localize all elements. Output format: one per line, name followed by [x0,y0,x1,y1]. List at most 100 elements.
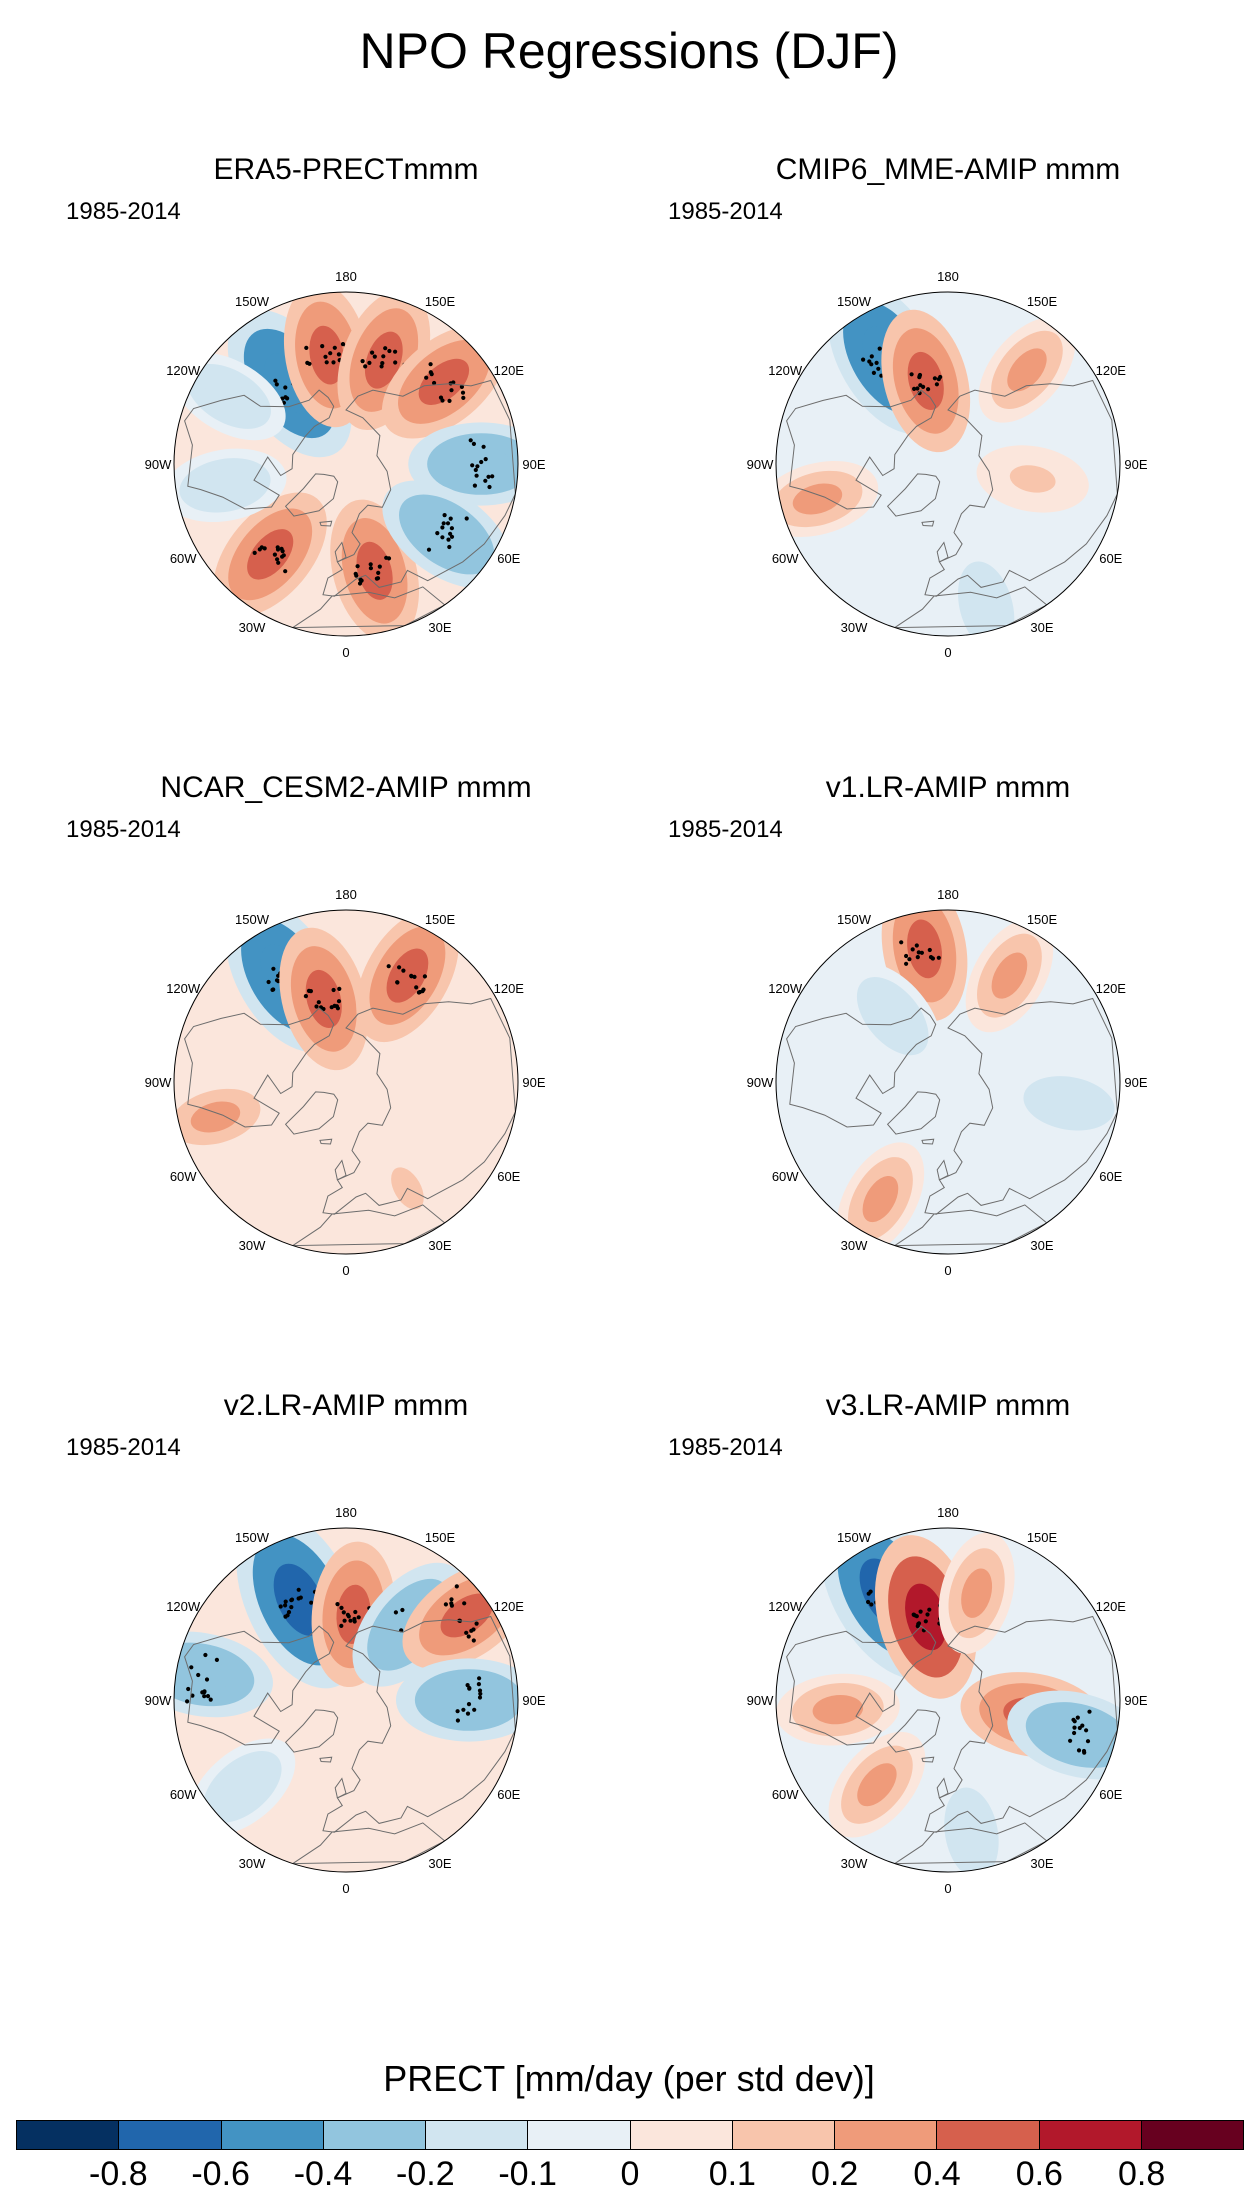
significance-dot [353,1609,358,1615]
longitude-label: 90W [145,457,172,472]
anomaly-core [792,483,843,515]
significance-dot [336,352,341,357]
longitude-label: 0 [944,1263,951,1278]
map-panel-6: v3.LR-AMIP mmm 1985-2014 180 150E 120E 90E 6… [668,1388,1228,1948]
significance-dot [358,577,363,582]
coastline [334,1159,347,1181]
significance-dot [334,1004,339,1009]
anomaly-core [439,1683,499,1717]
longitude-label: 120E [494,363,525,378]
colorbar-swatch [937,2121,1040,2149]
longitude-label: 30W [239,620,266,635]
significance-dot [276,560,281,565]
significance-dot [401,968,406,973]
colorbar-swatch [1039,2121,1142,2149]
significance-dot [428,362,433,367]
longitude-label: 120E [1096,981,1127,996]
significance-dot [329,1005,334,1010]
significance-dot [923,1619,928,1624]
significance-dot [314,1004,319,1009]
colorbar-swatch [17,2121,120,2149]
significance-dot [196,1672,201,1678]
significance-dot [202,1694,207,1699]
map-border [775,1527,1121,1873]
longitude-label: 120W [166,981,201,996]
longitude-label: 30E [1030,620,1053,635]
significance-dot [316,1000,321,1005]
longitude-label: 0 [342,645,349,660]
significance-dot [286,1610,292,1615]
significance-dot [461,1707,466,1712]
significance-dot [186,1686,191,1692]
significance-dot [448,516,453,521]
significance-dot [918,383,923,388]
significance-dot [877,346,882,351]
significance-dot [460,390,466,395]
significance-dot [307,361,312,366]
significance-dot [420,989,425,994]
significance-dot [472,1707,477,1712]
longitude-label: 120E [1096,1599,1127,1614]
significance-dot [478,1691,483,1696]
anomaly-core [220,1767,264,1807]
panel-years: 1985-2014 [668,198,783,225]
anomaly-core [247,529,294,580]
significance-dot [910,947,915,952]
longitude-label: 60W [772,551,799,566]
figure-title: NPO Regressions (DJF) [359,23,899,79]
significance-dot [1068,1738,1073,1743]
longitude-label: 30E [428,1238,451,1253]
colorbar-tick-label: 0.4 [913,2155,961,2193]
longitude-label: 0 [944,645,951,660]
coastline [334,1777,347,1799]
significance-dot [936,955,941,960]
significance-dot [377,564,382,569]
coastline [936,1777,949,1799]
significance-dot [440,525,445,530]
significance-dot [915,1624,920,1629]
significance-dot [874,360,879,365]
significance-dot [380,361,385,366]
significance-dot [412,974,417,979]
significance-dot [400,1607,405,1613]
significance-dot [395,980,400,985]
anomaly-core [356,541,393,600]
longitude-label: 90E [522,1075,545,1090]
anomaly-core [305,969,342,1028]
longitude-label: 150E [425,294,456,309]
colorbar-tick-label: -0.6 [191,2155,250,2193]
significance-dot [476,1682,481,1687]
significance-dot [339,1605,344,1610]
longitude-label: 30E [428,1856,451,1871]
significance-dot [461,395,466,400]
longitude-label: 60W [170,1169,197,1184]
significance-dot [914,943,919,948]
significance-dot [381,354,386,359]
significance-dot [278,1604,283,1609]
coastline [924,997,1118,1215]
colorbar-swatch [528,2121,631,2149]
colorbar-swatch [119,2121,222,2149]
significance-dot [356,1615,361,1620]
significance-dot [483,478,488,483]
anomaly-core [386,948,429,1003]
longitude-label: 30W [841,620,868,635]
coastline [924,1615,1118,1833]
significance-dot [304,345,309,350]
significance-dot [925,1612,930,1617]
colorbar-tick-label: 0.6 [1015,2155,1063,2193]
significance-dot [904,961,909,966]
significance-dot [438,395,444,400]
colorbar-tick-label: 0.8 [1118,2155,1166,2193]
longitude-label: 150W [837,294,872,309]
significance-dot [470,463,475,468]
longitude-label: 90W [145,1693,172,1708]
longitude-label: 180 [335,269,357,284]
significance-dot [205,1694,211,1699]
significance-dot [370,350,375,355]
significance-dot [368,566,373,571]
significance-dot [414,985,419,990]
longitude-label: 90W [747,457,774,472]
significance-dot [447,544,452,550]
coastline [284,473,339,517]
